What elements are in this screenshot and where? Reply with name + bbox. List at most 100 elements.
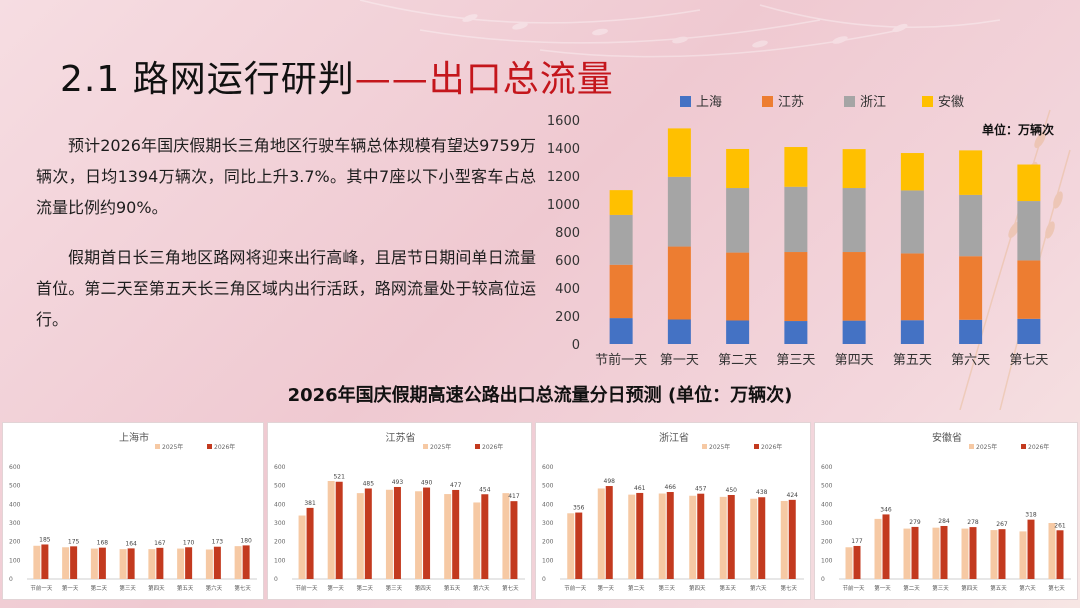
x-tick-label: 第七天	[1009, 353, 1048, 368]
legend-swatch	[762, 96, 773, 107]
y-tick-label: 300	[9, 520, 21, 527]
bar	[356, 493, 364, 579]
stacked-bar-segment	[900, 320, 924, 344]
x-tick-label: 第五天	[719, 584, 736, 592]
bar	[242, 545, 250, 579]
x-tick-label: 第三天	[119, 584, 136, 592]
bar	[882, 514, 890, 579]
y-tick-label: 1000	[548, 198, 580, 213]
stacked-bar-segment	[667, 319, 691, 344]
x-tick-label: 第七天	[780, 584, 797, 592]
bar	[605, 486, 613, 579]
bar	[575, 512, 583, 579]
legend-swatch	[207, 444, 212, 449]
bar	[998, 529, 1006, 579]
y-tick-label: 0	[274, 576, 278, 583]
stacked-bar-segment	[667, 246, 691, 320]
panel-zhejiang: 浙江省 2025年 2026年 0 100 200 300 400 500 600 356 节前一天 4…	[535, 422, 811, 600]
stacked-bar-segment	[609, 264, 633, 319]
y-tick-label: 100	[821, 557, 833, 564]
bar	[597, 488, 605, 579]
legend-label: 安徽	[938, 95, 964, 110]
bar	[177, 548, 185, 579]
title-highlight: ——出口总流量	[354, 59, 614, 100]
bar	[90, 548, 98, 579]
bar	[1019, 531, 1027, 579]
x-tick-label: 第四天	[689, 584, 706, 592]
legend-swatch	[680, 96, 691, 107]
y-tick-label: 100	[9, 557, 21, 564]
data-label: 457	[695, 486, 707, 493]
y-tick-label: 600	[274, 464, 286, 471]
data-label: 167	[154, 540, 166, 547]
bar	[119, 549, 127, 579]
data-label: 493	[392, 479, 404, 486]
x-tick-label: 第二天	[91, 584, 108, 592]
x-tick-label: 第三天	[386, 584, 403, 592]
x-tick-label: 第七天	[502, 584, 519, 592]
data-label: 477	[450, 482, 462, 489]
bar	[452, 489, 460, 579]
x-tick-label: 第二天	[903, 584, 920, 592]
x-tick-label: 第一天	[327, 584, 344, 592]
x-tick-label: 第四天	[415, 584, 432, 592]
x-tick-label: 第五天	[444, 584, 461, 592]
bar	[98, 547, 106, 579]
stacked-bar-segment	[1017, 260, 1041, 319]
legend-swatch	[155, 444, 160, 449]
bar	[666, 492, 674, 579]
bar	[758, 497, 766, 579]
y-tick-label: 600	[821, 464, 833, 471]
y-tick-label: 800	[555, 226, 580, 241]
x-tick-label: 节前一天	[30, 584, 53, 592]
stacked-bar-segment	[959, 319, 983, 344]
data-label: 175	[68, 538, 80, 545]
data-label: 417	[508, 493, 520, 500]
y-tick-label: 300	[821, 520, 833, 527]
x-tick-label: 第七天	[234, 584, 251, 592]
bar	[1027, 519, 1035, 579]
y-tick-label: 1400	[548, 142, 580, 157]
stacked-bar-segment	[959, 150, 983, 195]
bar	[903, 528, 911, 579]
y-tick-label: 200	[9, 539, 21, 546]
bar	[481, 494, 489, 579]
bar	[940, 525, 948, 579]
stacked-bar-segment	[784, 321, 808, 344]
bar	[750, 498, 758, 579]
bar	[234, 546, 242, 579]
x-tick-label: 第三天	[932, 584, 949, 592]
bar	[364, 488, 372, 579]
title-main: 2.1 路网运行研判	[60, 59, 355, 100]
legend-swatch	[1021, 444, 1026, 449]
shanghai-bar-chart: 上海市 2025年 2026年 0 100 200 300 400 500 600 185 节前一天 1…	[9, 431, 257, 592]
bar	[780, 500, 788, 579]
legend-label: 2025年	[976, 443, 997, 451]
data-label: 278	[967, 519, 979, 526]
y-tick-label: 1600	[548, 114, 580, 129]
bar	[444, 494, 452, 579]
panel-anhui: 安徽省 2025年 2026年 0 100 200 300 400 500 600 177 节前一天 3…	[814, 422, 1078, 600]
panel-jiangsu: 江苏省 2025年 2026年 0 100 200 300 400 500 600 381 节前一天 5…	[267, 422, 532, 600]
data-label: 356	[573, 505, 585, 512]
bar	[415, 491, 423, 579]
stacked-bar-segment	[900, 190, 924, 254]
y-tick-label: 500	[274, 483, 286, 490]
data-label: 180	[240, 537, 252, 544]
bar	[156, 547, 164, 579]
bar	[845, 547, 853, 579]
stacked-bar-segment	[1017, 318, 1041, 344]
bar	[213, 546, 221, 579]
stacked-bar-segment	[959, 256, 983, 320]
bar	[148, 549, 156, 579]
data-label: 521	[333, 474, 345, 481]
x-tick-label: 第四天	[148, 584, 165, 592]
y-tick-label: 500	[821, 483, 833, 490]
stacked-bar-segment	[959, 194, 983, 257]
stacked-bar-segment	[667, 128, 691, 177]
bar	[185, 547, 193, 579]
data-label: 185	[39, 536, 51, 543]
bar	[636, 492, 644, 579]
legend-label: 2026年	[482, 443, 503, 451]
bar	[567, 513, 575, 579]
